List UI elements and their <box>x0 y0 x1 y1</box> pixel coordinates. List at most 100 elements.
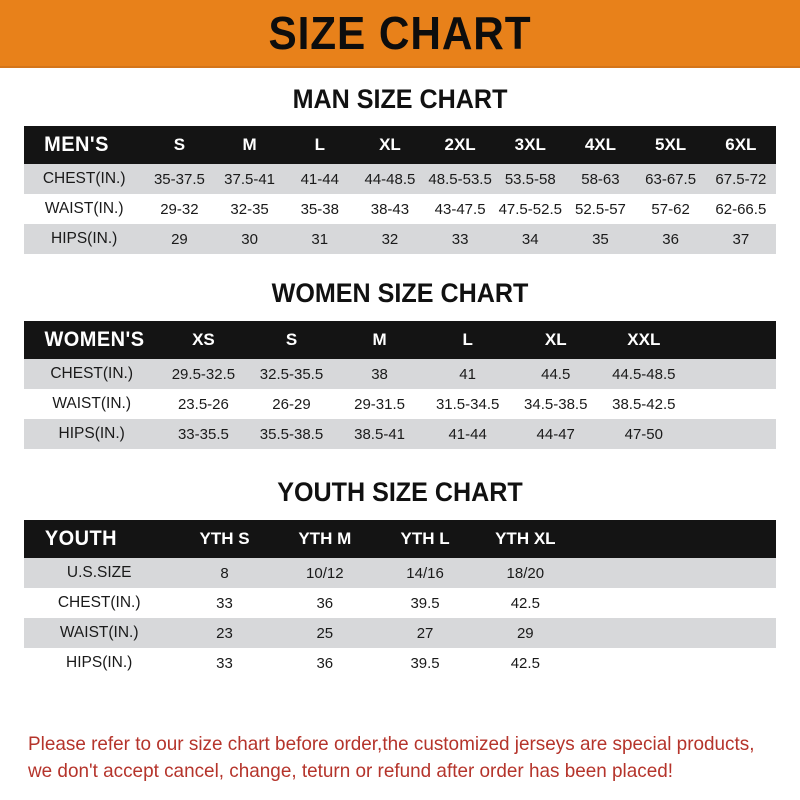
table-cell: 38.5-42.5 <box>612 395 676 413</box>
women-column-header: L <box>462 330 473 349</box>
table-cell <box>575 618 675 648</box>
table-row: WAIST(IN.) 23.5-26 26-29 29-31.5 31.5-34.5 34… <box>24 389 776 419</box>
women-size-table-wrapper: WOMEN'S XS S M L XL XXL CHEST(IN.) 29.5-32.5 32.5… <box>24 321 776 449</box>
women-section-title: WOMEN SIZE CHART <box>271 278 529 308</box>
table-cell: 63-67.5 <box>645 170 697 188</box>
men-column-header: L <box>314 135 325 154</box>
men-column-header: 3XL <box>514 135 546 154</box>
table-row: HIPS(IN.) 29 30 31 32 33 34 35 36 37 <box>24 224 776 254</box>
table-cell <box>688 359 776 389</box>
men-row-label: HIPS(IN.) <box>51 230 118 247</box>
women-column-header: XXL <box>627 330 661 349</box>
table-cell: 41 <box>459 365 476 383</box>
men-column-header: M <box>242 135 257 154</box>
table-cell <box>575 588 675 618</box>
table-cell: 23.5-26 <box>177 395 229 413</box>
youth-size-table: YOUTH YTH S YTH M YTH L YTH XL U.S.SIZE 8 10/12… <box>24 520 776 678</box>
order-policy-note: Please refer to our size chart before or… <box>28 731 754 786</box>
table-cell: 31.5-34.5 <box>435 395 500 413</box>
table-cell: 33 <box>216 654 233 672</box>
table-cell: 29-31.5 <box>354 395 405 413</box>
men-row-label: WAIST(IN.) <box>44 200 124 217</box>
table-cell: 29 <box>171 230 188 248</box>
men-column-header: 6XL <box>725 135 757 154</box>
table-cell: 42.5 <box>510 594 540 612</box>
men-column-header: XL <box>379 135 401 154</box>
table-cell: 35-37.5 <box>153 170 205 188</box>
table-row: HIPS(IN.) 33-35.5 35.5-38.5 38.5-41 41-44 44-… <box>24 419 776 449</box>
table-cell <box>575 648 675 678</box>
table-cell: 42.5 <box>510 654 540 672</box>
table-cell: 27 <box>416 624 434 642</box>
table-cell: 29.5-32.5 <box>171 365 236 383</box>
table-cell: 47.5-52.5 <box>498 200 562 218</box>
table-cell: 38-43 <box>370 200 410 218</box>
youth-row-label-header: YOUTH <box>44 527 118 550</box>
men-column-header: 4XL <box>584 135 617 154</box>
table-cell: 38 <box>371 365 388 383</box>
table-row: HIPS(IN.) 33 36 39.5 42.5 <box>24 648 776 678</box>
youth-row-label: U.S.SIZE <box>66 564 132 581</box>
men-table-header-row: MEN'S S M L XL 2XL 3XL 4XL 5XL 6XL <box>24 126 776 164</box>
women-size-table: WOMEN'S XS S M L XL XXL CHEST(IN.) 29.5-32.5 32.5… <box>24 321 776 449</box>
table-cell: 18/20 <box>506 564 545 582</box>
table-row: CHEST(IN.) 29.5-32.5 32.5-35.5 38 41 44.5 44.5… <box>24 359 776 389</box>
women-column-header: S <box>285 330 298 349</box>
youth-column-header <box>575 520 675 558</box>
women-row-label: WAIST(IN.) <box>52 395 131 412</box>
table-cell <box>676 618 776 648</box>
table-cell: 26-29 <box>272 395 311 413</box>
table-cell: 32-35 <box>230 200 269 218</box>
order-policy-line-2: we don't accept cancel, change, teturn o… <box>28 760 674 783</box>
table-cell: 32 <box>381 230 399 248</box>
men-column-header: 5XL <box>655 135 687 154</box>
table-cell: 44.5-48.5 <box>612 365 676 383</box>
table-cell <box>688 389 776 419</box>
table-cell: 67.5-72 <box>715 170 767 188</box>
youth-table-body: YOUTH YTH S YTH M YTH L YTH XL U.S.SIZE 8 10/12… <box>24 520 776 678</box>
table-cell: 10/12 <box>306 564 344 582</box>
table-cell: 37.5-41 <box>224 170 276 188</box>
table-cell: 58-63 <box>581 170 620 188</box>
table-cell: 52.5-57 <box>575 200 626 218</box>
table-cell: 34.5-38.5 <box>524 395 588 413</box>
table-cell: 35-38 <box>300 200 339 218</box>
youth-column-header <box>676 520 776 558</box>
table-cell: 30 <box>241 230 258 248</box>
table-row: WAIST(IN.) 29-32 32-35 35-38 38-43 43-47.5 47.… <box>24 194 776 224</box>
table-cell: 35 <box>592 230 609 248</box>
youth-column-header: YTH S <box>199 529 250 548</box>
table-cell: 57-62 <box>651 200 690 218</box>
men-row-label: CHEST(IN.) <box>42 170 126 187</box>
table-cell <box>676 558 776 588</box>
table-cell: 44-47 <box>536 425 575 443</box>
table-cell: 62-66.5 <box>715 200 767 218</box>
table-cell: 14/16 <box>406 564 444 582</box>
women-column-header: M <box>372 330 387 349</box>
table-cell: 44-48.5 <box>364 170 416 188</box>
table-cell: 33 <box>451 230 469 248</box>
men-size-table-wrapper: MEN'S S M L XL 2XL 3XL 4XL 5XL 6XL CHEST(IN.) 35-37… <box>24 126 776 254</box>
men-table-body: MEN'S S M L XL 2XL 3XL 4XL 5XL 6XL CHEST(IN.) 35-37… <box>24 126 776 254</box>
page-banner: SIZE CHART <box>0 0 800 68</box>
table-cell <box>575 558 675 588</box>
table-cell: 37 <box>732 230 750 248</box>
youth-row-label: CHEST(IN.) <box>57 594 141 611</box>
table-cell: 39.5 <box>410 654 440 672</box>
table-cell: 48.5-53.5 <box>428 170 492 188</box>
table-cell: 31 <box>311 230 329 248</box>
table-cell: 34 <box>521 230 539 248</box>
table-cell: 47-50 <box>624 425 663 443</box>
men-size-table: MEN'S S M L XL 2XL 3XL 4XL 5XL 6XL CHEST(IN.) 35-37… <box>24 126 776 254</box>
table-row: U.S.SIZE 8 10/12 14/16 18/20 <box>24 558 776 588</box>
table-cell: 32.5-35.5 <box>259 365 324 383</box>
table-cell: 25 <box>316 624 334 642</box>
table-row: CHEST(IN.) 33 36 39.5 42.5 <box>24 588 776 618</box>
table-row: WAIST(IN.) 23 25 27 29 <box>24 618 776 648</box>
women-column-header: XL <box>544 330 567 349</box>
women-column-header <box>688 321 776 359</box>
table-cell: 8 <box>220 564 229 582</box>
table-cell: 33 <box>216 594 233 612</box>
women-row-label: HIPS(IN.) <box>58 425 125 442</box>
